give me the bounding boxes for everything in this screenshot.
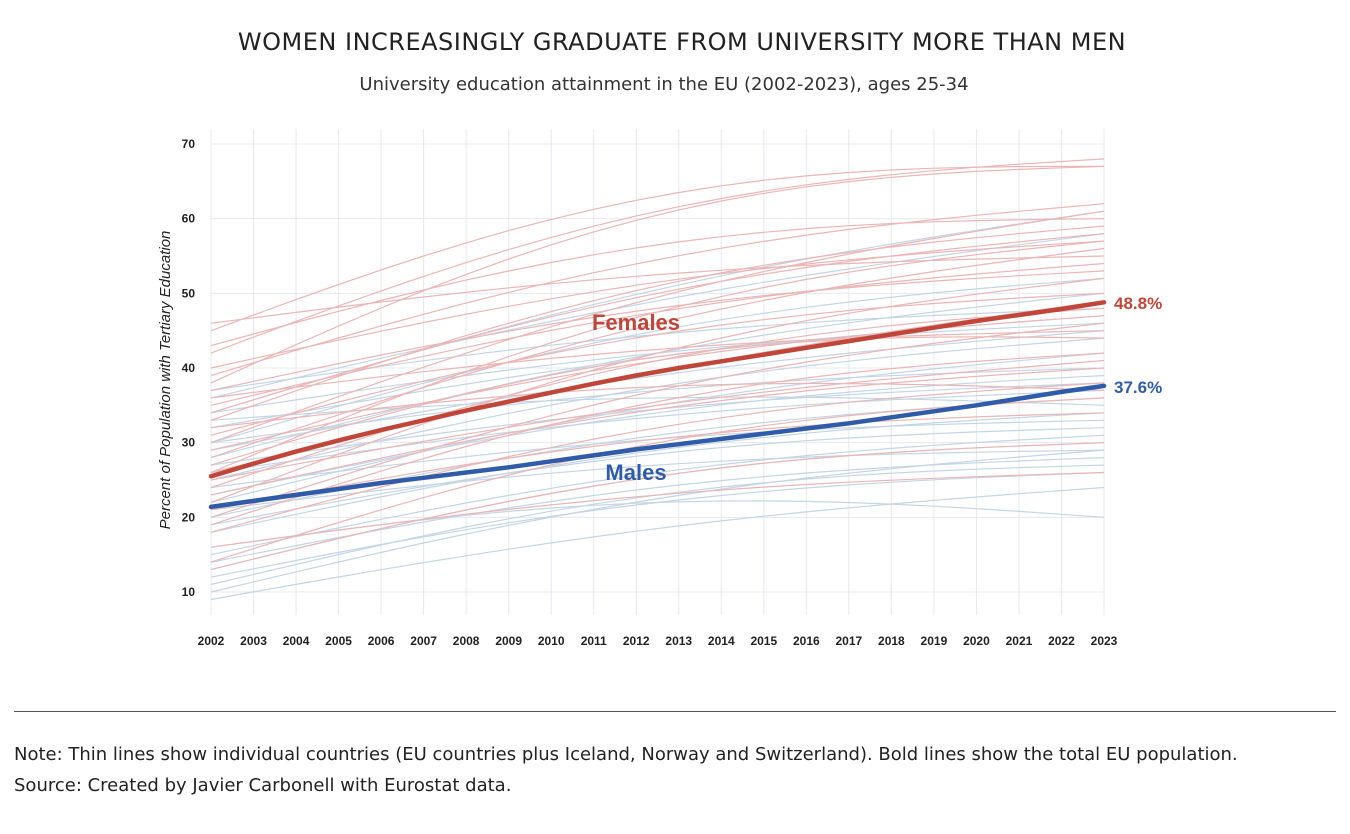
y-tick-label: 10 xyxy=(182,585,196,599)
x-tick-label: 2019 xyxy=(921,634,948,648)
country-line-female xyxy=(210,225,1105,421)
footer-note: Note: Thin lines show individual countri… xyxy=(14,744,1238,765)
y-axis-ticks: 10 20 30 40 50 60 70 xyxy=(182,137,196,599)
x-tick-label: 2021 xyxy=(1006,634,1033,648)
x-tick-label: 2018 xyxy=(878,634,905,648)
footer-source: Source: Created by Javier Carbonell with… xyxy=(14,775,512,796)
country-line-female xyxy=(210,210,1105,444)
country-line-female xyxy=(210,352,1105,526)
country-line-male xyxy=(210,412,1105,533)
x-tick-label: 2008 xyxy=(453,634,480,648)
y-tick-label: 60 xyxy=(182,212,196,226)
y-tick-label: 20 xyxy=(182,510,196,524)
footer-divider xyxy=(14,711,1336,712)
country-line-male xyxy=(210,389,1105,474)
males-series-label: Males xyxy=(605,460,666,485)
chart-subtitle: University education attainment in the E… xyxy=(359,74,969,95)
y-axis-label: Percent of Population with Tertiary Educ… xyxy=(157,231,174,530)
x-tick-label: 2006 xyxy=(368,634,395,648)
country-line-female xyxy=(210,336,1105,466)
country-line-female xyxy=(210,292,1105,436)
x-tick-label: 2010 xyxy=(538,634,565,648)
country-line-male xyxy=(210,449,1105,593)
footer-notes: Note: Thin lines show individual countri… xyxy=(14,739,1238,801)
x-tick-label: 2005 xyxy=(325,634,352,648)
country-line-male xyxy=(210,500,1105,548)
country-line-female xyxy=(210,165,1105,384)
country-line-female xyxy=(210,240,1105,369)
females-end-label: 48.8% xyxy=(1114,294,1162,313)
country-line-female xyxy=(210,165,1104,332)
country-line-male xyxy=(210,277,1105,444)
x-tick-label: 2015 xyxy=(750,634,777,648)
x-tick-label: 2023 xyxy=(1091,634,1118,648)
x-tick-label: 2013 xyxy=(665,634,692,648)
chart-title: WOMEN INCREASINGLY GRADUATE FROM UNIVERS… xyxy=(237,28,1127,56)
x-tick-label: 2020 xyxy=(963,634,990,648)
x-tick-label: 2002 xyxy=(198,634,225,648)
x-tick-label: 2003 xyxy=(240,634,267,648)
x-tick-label: 2009 xyxy=(495,634,522,648)
females-total-line xyxy=(208,300,1107,479)
x-tick-label: 2016 xyxy=(793,634,820,648)
y-tick-label: 70 xyxy=(182,137,196,151)
x-tick-label: 2017 xyxy=(836,634,863,648)
country-lines xyxy=(210,158,1105,601)
country-line-female xyxy=(210,262,1105,406)
country-line-female xyxy=(210,233,1105,414)
x-tick-label: 2007 xyxy=(410,634,437,648)
x-tick-label: 2011 xyxy=(581,634,607,648)
country-line-male xyxy=(210,233,1105,399)
country-line-female xyxy=(210,315,1105,451)
country-line-female xyxy=(210,218,1105,347)
country-line-female xyxy=(210,382,1105,429)
country-line-female xyxy=(210,442,1105,571)
country-line-female xyxy=(210,367,1105,496)
country-line-male xyxy=(210,434,1105,556)
line-chart: 2002 2003 2004 2005 2006 2007 2008 2009 2010 2011… xyxy=(157,129,1162,648)
x-tick-label: 2012 xyxy=(623,634,650,648)
country-line-female xyxy=(210,382,1105,533)
x-tick-label: 2022 xyxy=(1048,634,1075,648)
country-line-male xyxy=(210,427,1105,526)
total-lines xyxy=(208,300,1107,510)
y-tick-label: 50 xyxy=(182,286,196,300)
x-axis-ticks: 2002 2003 2004 2005 2006 2007 2008 2009 2010 2011… xyxy=(198,634,1118,648)
males-end-label: 37.6% xyxy=(1114,378,1162,397)
x-tick-label: 2004 xyxy=(283,634,310,648)
country-line-female xyxy=(210,270,1105,391)
country-line-female xyxy=(210,322,1105,518)
x-tick-label: 2014 xyxy=(708,634,735,648)
country-line-male xyxy=(210,486,1105,601)
country-line-female xyxy=(210,158,1105,354)
country-line-female xyxy=(210,330,1105,399)
country-line-female xyxy=(210,247,1105,459)
y-tick-label: 40 xyxy=(182,361,196,375)
country-line-male xyxy=(210,397,1105,518)
males-total-line xyxy=(208,383,1107,510)
y-tick-label: 30 xyxy=(182,436,196,450)
country-line-female xyxy=(210,412,1105,511)
country-line-female xyxy=(210,203,1105,377)
country-line-female xyxy=(210,277,1105,503)
country-line-male xyxy=(210,330,1105,451)
country-line-female xyxy=(210,255,1105,324)
females-series-label: Females xyxy=(592,310,680,335)
country-line-female xyxy=(210,471,1105,548)
country-line-male xyxy=(210,374,1105,496)
country-line-female xyxy=(210,359,1105,481)
